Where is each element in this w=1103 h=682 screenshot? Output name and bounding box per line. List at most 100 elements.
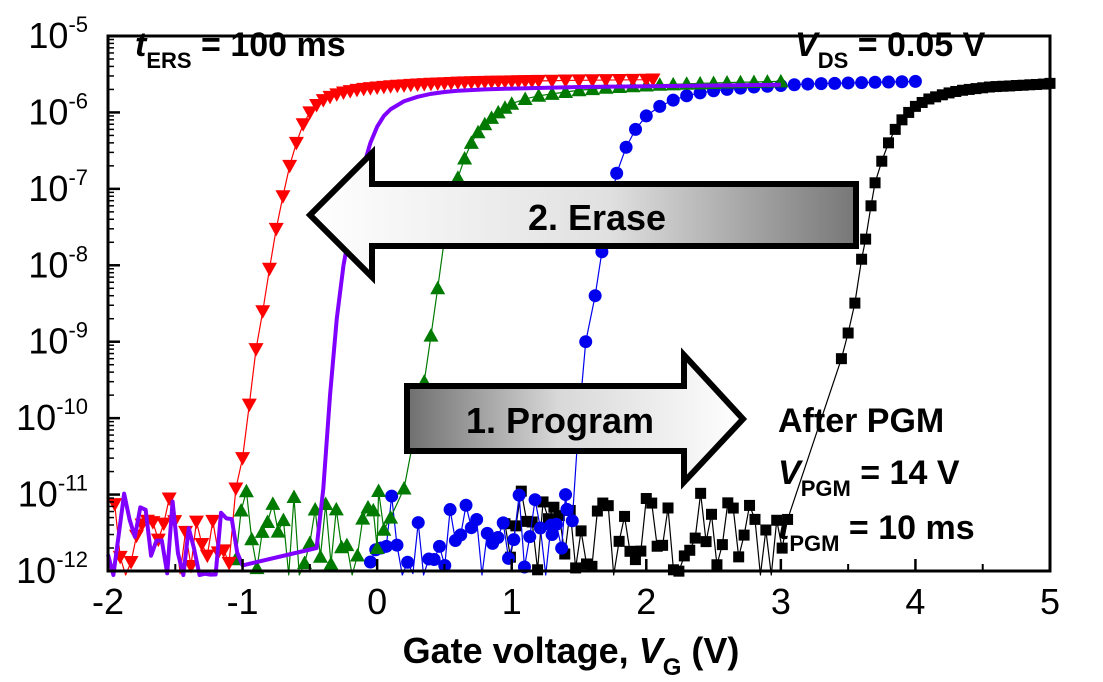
data-point xyxy=(916,96,928,108)
data-point xyxy=(390,538,404,552)
data-point xyxy=(700,536,712,548)
data-point xyxy=(309,99,325,113)
x-tick-label: 3 xyxy=(771,581,791,622)
data-point xyxy=(512,488,526,502)
data-point xyxy=(565,514,579,528)
data-point xyxy=(624,545,636,557)
data-point xyxy=(432,539,446,553)
data-point xyxy=(430,280,446,295)
x-axis-title-unit: (V) xyxy=(681,630,739,671)
data-point xyxy=(950,85,962,97)
data-point xyxy=(828,76,842,90)
series-circle xyxy=(363,74,922,576)
data-point xyxy=(970,83,982,95)
data-point xyxy=(255,305,271,319)
y-tick-label: 10-6 xyxy=(28,88,88,132)
data-point xyxy=(265,496,281,510)
data-point xyxy=(869,177,881,189)
data-point xyxy=(591,505,603,517)
data-point xyxy=(678,550,690,562)
data-point xyxy=(379,539,393,553)
data-point xyxy=(625,73,641,88)
data-point xyxy=(598,74,614,88)
data-point xyxy=(376,522,392,536)
y-axis: 10-12 10-11 10-10 10-9 10-8 10-7 10-6 10-5 xyxy=(16,12,120,591)
y-tick-label: 10-8 xyxy=(28,241,88,285)
data-point xyxy=(619,140,633,154)
y-tick-label: 10-9 xyxy=(28,318,88,362)
data-point xyxy=(188,515,204,530)
data-point xyxy=(957,84,969,96)
data-point xyxy=(613,535,625,547)
data-point xyxy=(531,88,547,102)
after-pgm-label: After PGM xyxy=(778,402,944,440)
data-point xyxy=(423,328,439,342)
data-point xyxy=(760,524,772,536)
data-point xyxy=(909,100,921,112)
data-point xyxy=(1031,78,1043,90)
t-pgm-var: t xyxy=(778,509,791,547)
data-point xyxy=(889,123,901,135)
data-point xyxy=(657,539,669,551)
data-point xyxy=(586,560,598,572)
data-point xyxy=(841,76,855,90)
data-point xyxy=(943,87,955,99)
data-point xyxy=(782,513,794,525)
data-point xyxy=(275,512,291,527)
data-point xyxy=(635,545,647,557)
data-point xyxy=(542,513,554,525)
t-ers-sub: ERS xyxy=(146,48,191,73)
data-point xyxy=(856,253,868,265)
data-point xyxy=(548,501,560,513)
v-pgm-sub: PGM xyxy=(801,476,851,501)
data-point xyxy=(545,528,559,542)
data-point xyxy=(238,483,254,498)
data-point xyxy=(480,526,494,540)
data-point xyxy=(930,91,942,103)
data-point xyxy=(787,78,801,92)
data-point xyxy=(528,493,542,507)
data-point xyxy=(459,498,473,512)
data-point xyxy=(544,86,560,100)
data-point xyxy=(328,501,344,516)
data-point xyxy=(349,547,365,562)
data-point xyxy=(610,166,624,180)
data-point xyxy=(860,233,872,245)
v-ds-value: = 0.05 V xyxy=(848,26,985,64)
data-point xyxy=(629,122,643,136)
data-point xyxy=(619,510,631,522)
data-point xyxy=(312,549,328,563)
data-point xyxy=(1017,79,1029,91)
series-layer xyxy=(106,73,1056,577)
data-point xyxy=(814,77,828,91)
data-point xyxy=(401,555,415,569)
data-point xyxy=(695,487,707,499)
data-point xyxy=(507,533,521,547)
y-tick-label: 10-5 xyxy=(28,12,88,56)
data-point xyxy=(497,100,513,114)
data-point xyxy=(835,353,847,365)
data-point xyxy=(749,513,761,525)
data-point xyxy=(684,544,696,556)
data-point xyxy=(558,84,574,99)
t-pgm-annotation: tPGM = 10 ms xyxy=(778,509,975,556)
data-point xyxy=(156,517,172,532)
x-axis: -2 -1 0 1 2 3 4 5 xyxy=(92,559,1060,622)
data-point xyxy=(183,559,199,574)
series-triangle-up xyxy=(228,73,789,576)
data-point xyxy=(662,502,674,514)
x-tick-label: -2 xyxy=(92,581,124,622)
data-point xyxy=(383,510,399,524)
data-point xyxy=(855,76,869,90)
data-point xyxy=(553,510,565,522)
data-point xyxy=(560,502,574,516)
data-point xyxy=(363,555,377,569)
data-point xyxy=(1010,80,1022,92)
data-point xyxy=(738,529,750,541)
series-line xyxy=(106,82,781,577)
data-point xyxy=(896,114,908,126)
t-ers-value: = 100 ms xyxy=(192,26,346,64)
data-point xyxy=(323,556,339,570)
y-tick-label: 10-10 xyxy=(16,394,88,438)
x-tick-label: 4 xyxy=(905,581,925,622)
